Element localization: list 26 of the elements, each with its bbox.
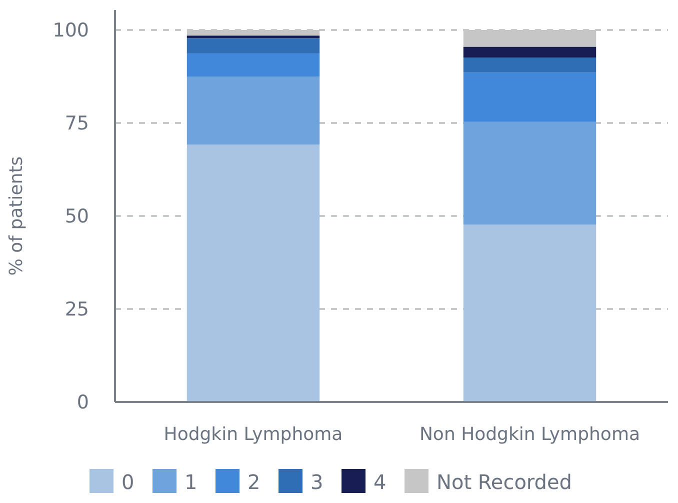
legend-label: 1 (184, 470, 198, 494)
bar (463, 122, 596, 225)
bar (463, 30, 596, 47)
bar (463, 58, 596, 72)
bar (186, 53, 320, 76)
bar (186, 76, 320, 145)
y-tick-label: 50 (64, 206, 89, 228)
bar (186, 144, 320, 402)
legend-label: Not Recorded (436, 470, 572, 494)
y-tick-label: 75 (64, 112, 89, 135)
bar (463, 72, 596, 122)
bar (186, 36, 320, 38)
legend-label: 0 (122, 470, 134, 494)
x-tick-label: Hodgkin Lymphoma (164, 424, 343, 445)
y-tick-label: 0 (76, 392, 89, 414)
bar (463, 46, 596, 58)
legend-label: 3 (310, 470, 324, 494)
y-axis-title: % of patients (6, 156, 27, 276)
y-tick-label: 100 (52, 20, 89, 42)
bar (186, 38, 320, 54)
bar (186, 30, 320, 36)
legend-label: 2 (248, 470, 260, 494)
x-tick-label: Non Hodgkin Lymphoma (419, 424, 640, 445)
bar (463, 224, 596, 402)
legend-label: 4 (374, 470, 386, 494)
y-tick-label: 25 (64, 298, 89, 321)
